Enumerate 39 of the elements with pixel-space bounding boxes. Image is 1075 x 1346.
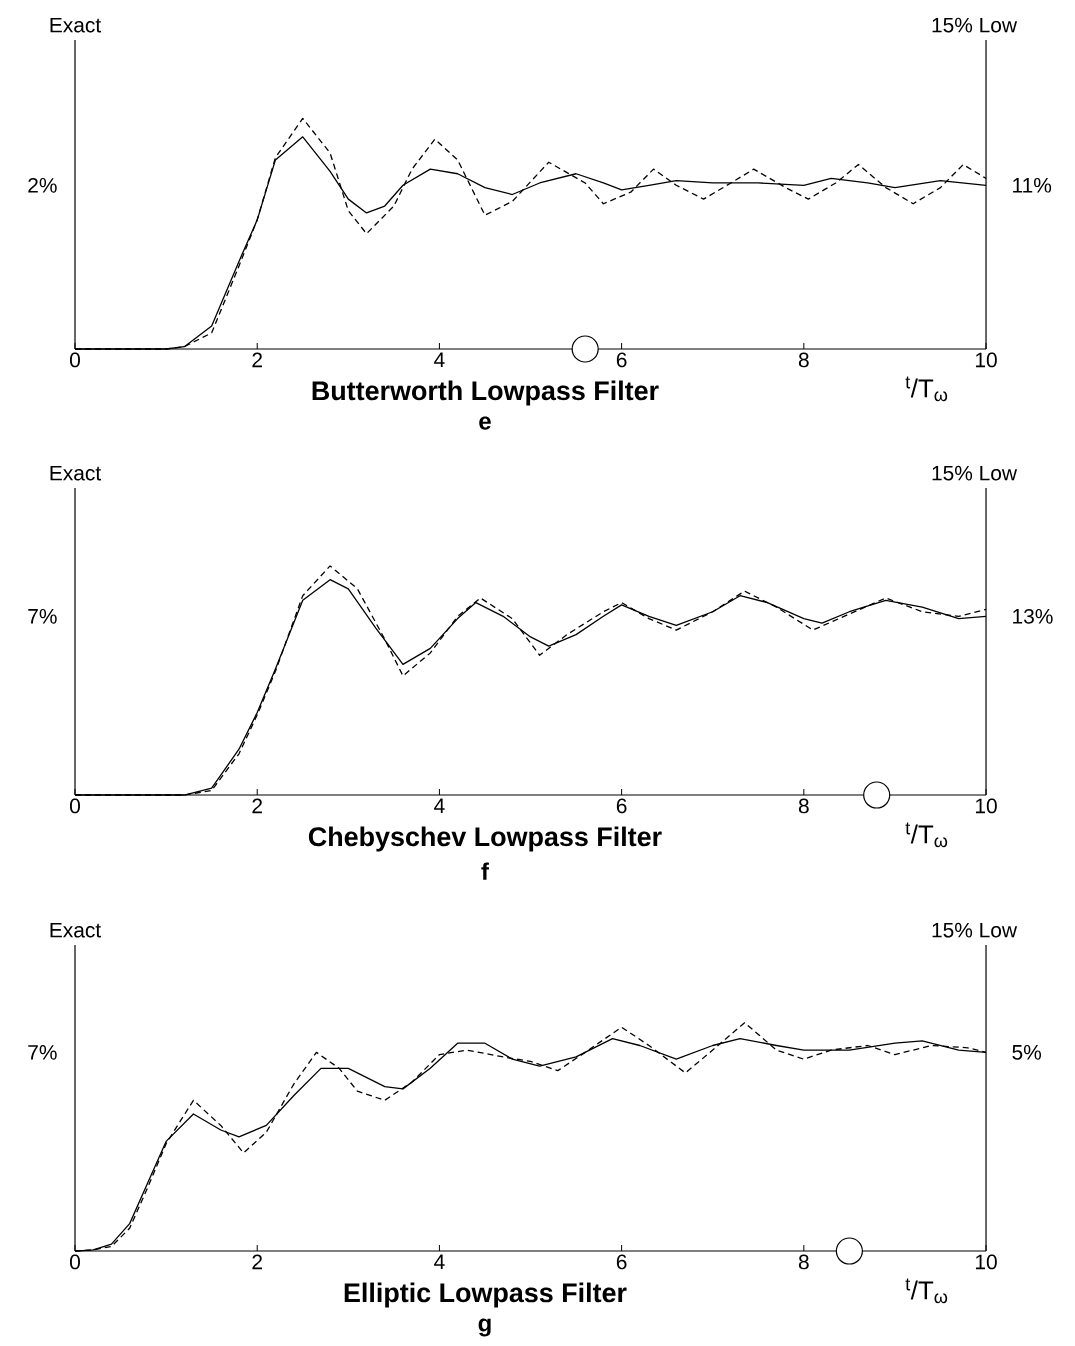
x-tick-label: 10 xyxy=(975,1254,997,1270)
text: 7% xyxy=(28,1045,57,1060)
x-tick-label: 0 xyxy=(70,1254,80,1270)
x-axis-title: $^{t}$/T$_{ω}$ xyxy=(905,822,948,848)
text: f xyxy=(481,862,489,880)
text: 5% xyxy=(1012,1044,1042,1060)
text: e xyxy=(479,416,491,430)
text: 2% xyxy=(28,177,57,193)
text: 11% xyxy=(1013,177,1052,193)
x-tick-label: 0 xyxy=(70,798,80,814)
text: Elliptic Lowpass Filter xyxy=(344,1282,627,1308)
x-tick-label: 6 xyxy=(616,798,627,814)
x-axis-title: $^{t}$/T$_{ω}$ xyxy=(905,376,948,402)
x-tick-label: 8 xyxy=(798,1254,809,1270)
x-tick-label: 10 xyxy=(975,798,997,814)
text: 7% xyxy=(28,608,57,624)
x-tick-label: 2 xyxy=(252,352,262,368)
x-tick-label: 6 xyxy=(616,1254,627,1270)
x-tick-label: 4 xyxy=(434,798,445,813)
x-tick-label: 4 xyxy=(434,1254,445,1269)
x-axis-title: $^{t}$/T$_{ω}$ xyxy=(905,1278,948,1304)
x-tick-label: 8 xyxy=(798,798,809,814)
x-tick-label: 8 xyxy=(798,352,809,368)
text: 15% Low xyxy=(932,465,1018,481)
text: Butterworth Lowpass Filter xyxy=(312,380,659,406)
x-tick-label: 2 xyxy=(252,798,262,814)
text: 13% xyxy=(1013,608,1053,624)
text: 15% Low xyxy=(932,922,1018,938)
text: g xyxy=(478,1318,491,1337)
text: Exact xyxy=(50,465,101,481)
x-tick-label: 6 xyxy=(616,352,627,368)
x-tick-label: 4 xyxy=(434,352,445,367)
x-tick-label: 2 xyxy=(252,1254,262,1270)
text: Chebyschev Lowpass Filter xyxy=(308,826,662,852)
x-tick-label: 10 xyxy=(975,352,997,368)
x-tick-label: 0 xyxy=(70,352,80,368)
text: Exact xyxy=(50,922,101,938)
text: Exact xyxy=(50,17,101,33)
text: 15% Low xyxy=(932,17,1018,33)
